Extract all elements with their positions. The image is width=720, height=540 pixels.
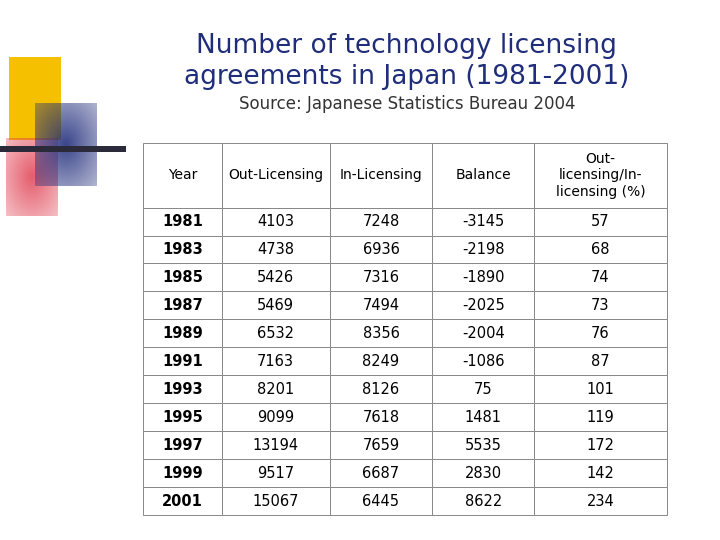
Text: Number of technology licensing: Number of technology licensing	[197, 33, 617, 59]
Text: Source: Japanese Statistics Bureau 2004: Source: Japanese Statistics Bureau 2004	[238, 94, 575, 113]
Bar	[9, 57, 61, 140]
Text: agreements in Japan (1981-2001): agreements in Japan (1981-2001)	[184, 64, 629, 90]
